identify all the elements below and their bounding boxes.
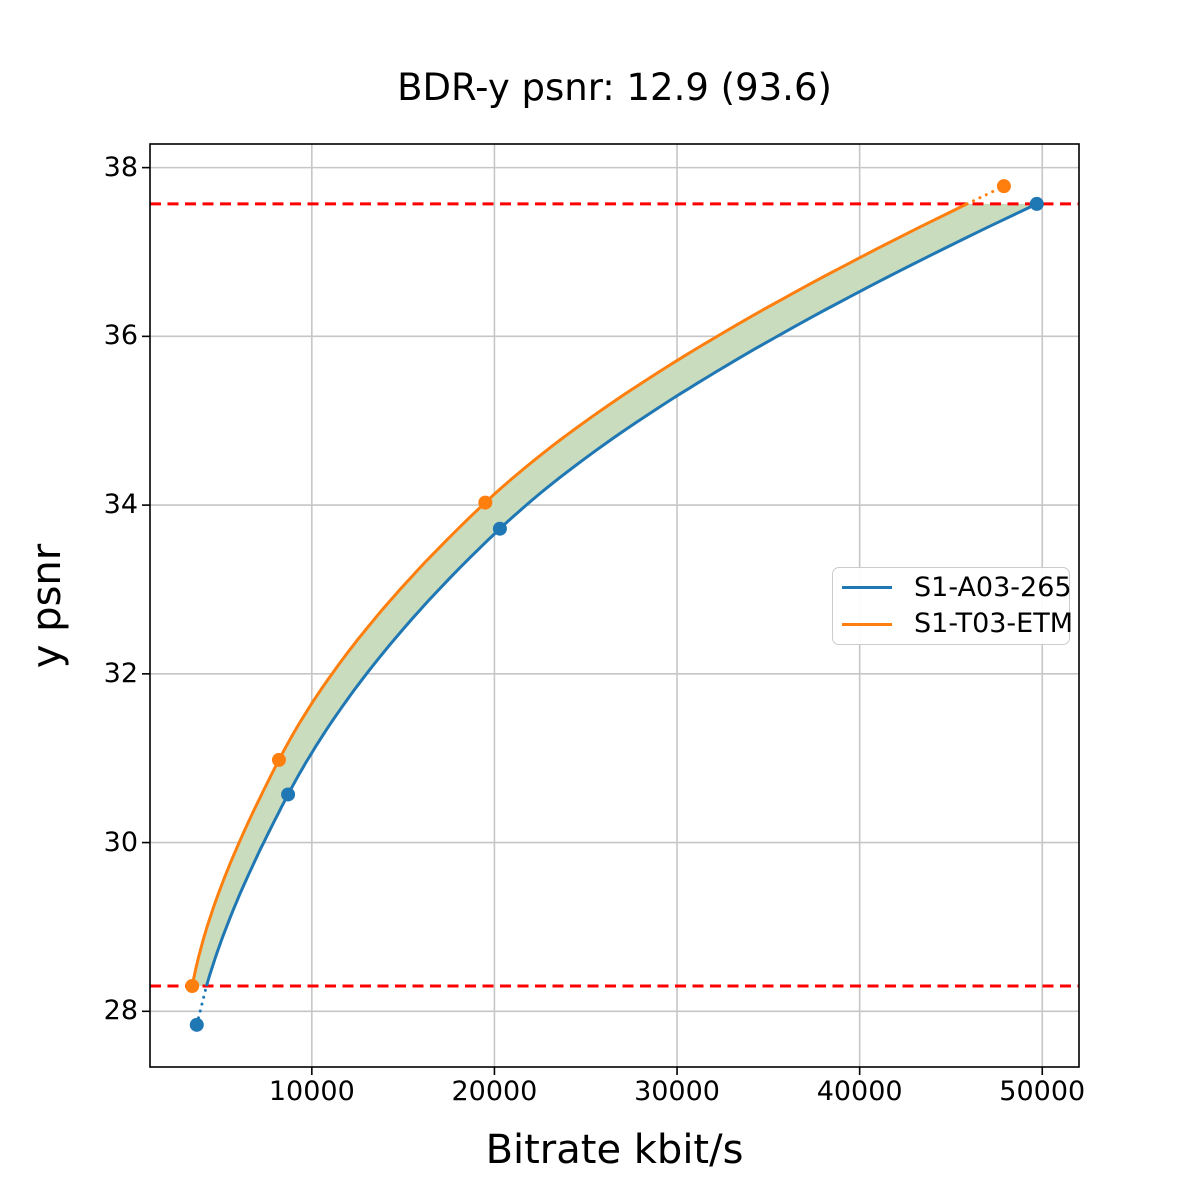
y-tick-label: 34	[103, 489, 138, 521]
x-tick-label: 10000	[268, 1076, 355, 1107]
data-point-S1-A03-265	[189, 1017, 204, 1032]
data-point-S1-A03-265	[281, 787, 296, 802]
legend-label: S1-A03-265	[914, 571, 1072, 603]
data-point-S1-A03-265	[1029, 196, 1044, 211]
y-tick-label: 38	[103, 151, 138, 183]
y-axis-label: y psnr	[24, 543, 70, 669]
data-point-S1-T03-ETM	[478, 495, 493, 510]
legend-label: S1-T03-ETM	[914, 608, 1074, 640]
data-point-S1-T03-ETM	[185, 979, 200, 994]
legend-line-swatch	[842, 622, 892, 626]
y-tick-label: 36	[103, 320, 138, 352]
y-tick-label: 32	[103, 657, 138, 689]
x-tick-label: 30000	[634, 1076, 720, 1107]
legend: S1-A03-265 S1-T03-ETM	[832, 567, 1073, 645]
legend-line-swatch	[842, 586, 892, 590]
x-axis-label: Bitrate kbit/s	[485, 1127, 744, 1173]
series-line-S1-T03-ETM	[190, 202, 968, 987]
data-point-S1-T03-ETM	[271, 752, 286, 767]
data-point-S1-A03-265	[492, 521, 507, 536]
x-tick-label: 50000	[999, 1076, 1086, 1107]
y-tick-label: 28	[103, 995, 138, 1027]
x-tick-label: 20000	[451, 1076, 538, 1107]
axes-spines	[149, 143, 1080, 1068]
x-tick-label: 40000	[816, 1076, 903, 1107]
legend-item-S1-A03-265: S1-A03-265	[833, 571, 1072, 605]
legend-item-S1-T03-ETM: S1-T03-ETM	[833, 607, 1073, 641]
data-point-S1-T03-ETM	[996, 179, 1011, 194]
chart-title: BDR-y psnr: 12.9 (93.6)	[397, 66, 832, 109]
y-tick-label: 30	[103, 826, 138, 858]
series-line-S1-A03-265	[205, 202, 1038, 987]
